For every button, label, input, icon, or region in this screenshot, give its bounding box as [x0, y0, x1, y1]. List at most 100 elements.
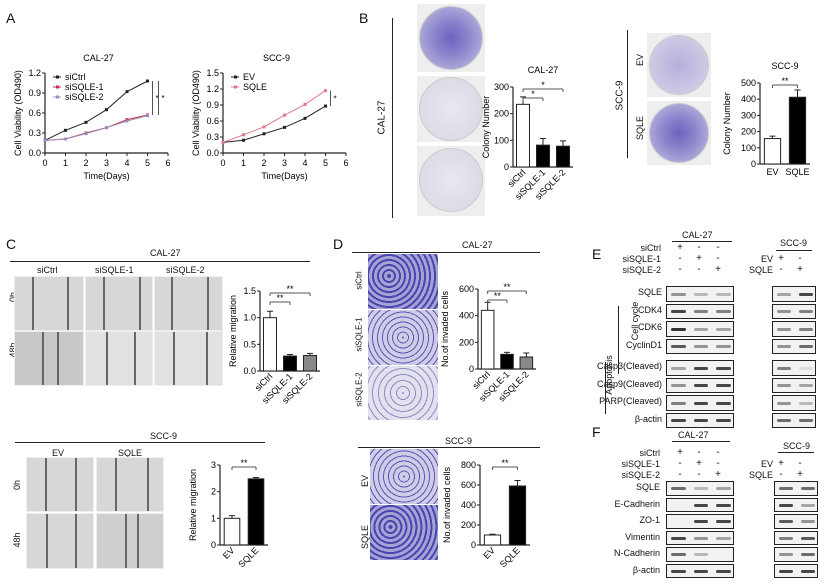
western-blot-strip	[666, 377, 734, 393]
svg-text:SQLE: SQLE	[243, 82, 267, 92]
sign-indicator: +	[797, 264, 803, 275]
group-divider	[10, 261, 310, 262]
western-blot-strip	[774, 530, 818, 545]
wound-image	[85, 331, 153, 386]
svg-text:100: 100	[494, 135, 509, 145]
svg-text:5: 5	[145, 158, 150, 168]
svg-text:0.0: 0.0	[28, 148, 41, 158]
row-label: SQLE	[360, 525, 370, 550]
svg-text:0.0: 0.0	[206, 148, 219, 158]
western-blot-strip	[666, 563, 734, 578]
group-label-cell-cycle: Cell cycle	[630, 301, 640, 341]
svg-text:Cell Viability (OD490): Cell Viability (OD490)	[13, 70, 23, 156]
western-blot-strip	[666, 286, 734, 302]
row-label: 0h	[12, 480, 22, 491]
group-divider	[352, 252, 540, 253]
western-blot-strip	[666, 547, 734, 562]
svg-text:**: **	[494, 291, 502, 301]
svg-text:0: 0	[751, 159, 756, 169]
western-blot-strip	[772, 360, 816, 376]
svg-text:1.0: 1.0	[243, 313, 256, 323]
colony-dish-image	[417, 146, 485, 216]
sign-indicator: +	[715, 264, 721, 275]
svg-text:SCC-9: SCC-9	[263, 53, 290, 63]
svg-text:siCtrl: siCtrl	[65, 72, 86, 82]
svg-text:siSQLE-1: siSQLE-1	[65, 82, 104, 92]
svg-text:*: *	[162, 94, 165, 103]
cell-line-label: CAL-27	[376, 100, 388, 135]
svg-text:5: 5	[323, 158, 328, 168]
sign-indicator: -	[779, 469, 783, 480]
svg-text:600: 600	[461, 480, 476, 490]
svg-text:Relative migration: Relative migration	[228, 295, 238, 367]
condition-label: siCtrl	[640, 243, 662, 253]
svg-text:Time(Days): Time(Days)	[261, 171, 307, 181]
svg-text:0: 0	[471, 540, 476, 550]
wound-image	[154, 331, 223, 386]
bar-chart-scc9-colony: SCC-9 0 100 200 300 400 500 Colony Number EV SQLE…	[722, 61, 810, 177]
row-label: EV	[360, 475, 370, 488]
svg-text:2: 2	[261, 158, 266, 168]
sign-indicator: +	[677, 447, 683, 458]
svg-text:200: 200	[459, 337, 474, 347]
western-blot-strip	[666, 321, 734, 337]
sign-indicator: +	[715, 469, 721, 480]
wound-image	[26, 457, 94, 512]
panel-label-d: D	[333, 236, 344, 252]
svg-text:**: **	[286, 284, 294, 294]
condition-label: SQLE	[748, 470, 773, 480]
svg-text:*: *	[531, 89, 535, 99]
line-chart-cal27-viability: CAL-27 0.0 0.3 0.6 0.9 1.2 0 1 2 3 4 5 6 Time(Days) Ce…	[13, 53, 171, 181]
dish-label: EV	[635, 54, 645, 67]
sign-indicator: -	[798, 253, 802, 264]
svg-text:400: 400	[461, 500, 476, 510]
colony-dish-image	[417, 4, 485, 72]
column-label: siCtrl	[37, 265, 58, 275]
wound-image	[14, 331, 84, 386]
row-label: 48h	[12, 532, 22, 548]
svg-text:200: 200	[494, 109, 509, 119]
svg-text:0: 0	[504, 162, 509, 172]
column-label: SQLE	[118, 448, 143, 458]
sign-indicator: -	[716, 458, 720, 469]
svg-text:600: 600	[459, 284, 474, 294]
svg-text:EV: EV	[221, 545, 237, 561]
sign-indicator: -	[697, 469, 701, 480]
protein-label: SQLE	[637, 287, 662, 297]
transwell-image	[370, 449, 438, 504]
western-blot-strip	[666, 530, 734, 545]
sign-indicator: +	[677, 242, 683, 253]
svg-text:400: 400	[459, 311, 474, 321]
panel-label-a: A	[6, 10, 16, 26]
western-blot-strip	[772, 303, 816, 319]
svg-text:2: 2	[83, 158, 88, 168]
protein-label: Casp3(Cleaved)	[596, 361, 662, 371]
svg-text:**: **	[276, 293, 284, 303]
transwell-image	[370, 505, 438, 560]
wound-image	[26, 513, 94, 569]
column-label: siSQLE-1	[95, 265, 134, 275]
sign-indicator: -	[716, 242, 720, 253]
svg-text:0: 0	[469, 364, 474, 374]
svg-text:1.5: 1.5	[243, 286, 256, 296]
western-blot-strip	[774, 481, 818, 496]
protein-label: β-actin	[632, 564, 660, 575]
svg-text:*: *	[156, 94, 159, 103]
sign-indicator: +	[696, 458, 702, 469]
protein-label: Casp9(Cleaved)	[596, 378, 662, 389]
svg-text:Relative migration: Relative migration	[188, 469, 198, 541]
protein-label: β-actin	[634, 413, 662, 424]
western-blot-strip	[666, 360, 734, 376]
western-blot-strip	[774, 547, 818, 562]
condition-label: siSQLE-1	[622, 254, 661, 264]
western-blot-strip	[666, 303, 734, 319]
condition-label: SQLE	[748, 265, 773, 275]
panel-label-f: F	[592, 424, 601, 440]
svg-text:200: 200	[461, 520, 476, 530]
svg-text:*: *	[334, 94, 337, 103]
svg-text:100: 100	[741, 143, 756, 153]
sign-indicator: -	[678, 469, 682, 480]
bar-chart-scc9-invasion: 0 200 400 600 800 No.of invaded cells EV SQLE **	[442, 458, 530, 569]
